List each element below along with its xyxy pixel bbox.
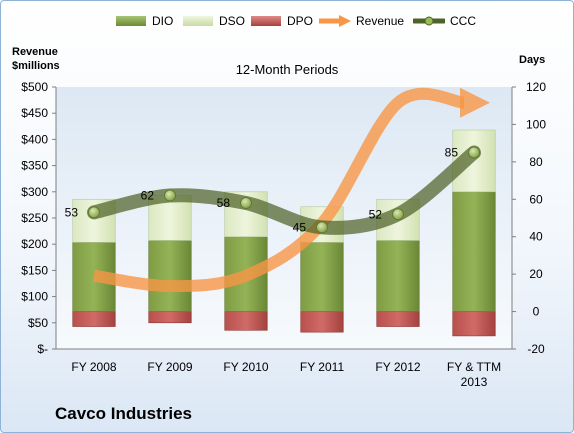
- bar-dpo: [224, 311, 268, 331]
- x-tick-label: FY 2011: [300, 360, 345, 374]
- right-tick-label: 120: [526, 80, 546, 94]
- left-tick-label: $350: [21, 159, 48, 173]
- ccc-line-icon: [413, 16, 445, 26]
- right-axis-title: Days: [519, 54, 546, 66]
- legend-label-dso: DSO: [219, 14, 246, 28]
- right-tick-label: 60: [529, 192, 543, 206]
- left-tick-label: $300: [21, 185, 48, 199]
- ccc-point: [164, 189, 176, 202]
- ccc-data-label: 52: [369, 207, 383, 221]
- legend-item-revenue: Revenue: [318, 10, 404, 32]
- x-tick-label: 2013: [461, 375, 488, 389]
- left-tick-label: $100: [21, 290, 48, 304]
- bar-dpo: [148, 311, 192, 324]
- revenue-line: [93, 87, 465, 293]
- right-tick-label: 40: [529, 230, 543, 244]
- bar-dio: [148, 240, 192, 312]
- right-tick-label: 20: [529, 267, 543, 281]
- left-tick-label: $150: [21, 263, 48, 277]
- legend-label-revenue: Revenue: [356, 14, 405, 28]
- revenue-arrowhead: [460, 87, 490, 118]
- right-tick-label: -20: [527, 342, 545, 356]
- bar-dpo: [300, 311, 344, 333]
- legend-label-ccc: CCC: [450, 14, 476, 28]
- ccc-data-label: 45: [293, 220, 307, 234]
- x-tick-label: FY 2008: [71, 360, 116, 374]
- right-tick-label: 0: [533, 305, 540, 319]
- legend: DIO DSO DPO Revenue CCC: [0, 10, 574, 32]
- ccc-data-label: 85: [445, 146, 459, 160]
- bar-dio: [376, 240, 420, 312]
- ccc-data-label: 58: [217, 196, 231, 210]
- ccc-data-label: 53: [65, 205, 79, 219]
- left-tick-label: $-: [37, 342, 48, 356]
- ccc-data-label: 62: [141, 189, 155, 203]
- legend-item-dso: DSO: [183, 10, 245, 32]
- dpo-swatch-icon: [251, 16, 281, 26]
- bar-dio: [452, 191, 496, 312]
- left-tick-label: $450: [21, 106, 48, 120]
- ccc-point: [240, 197, 252, 210]
- legend-label-dpo: DPO: [287, 14, 314, 28]
- left-tick-label: $400: [21, 132, 48, 146]
- x-tick-label: FY 2012: [375, 360, 420, 374]
- right-tick-label: 100: [526, 117, 546, 131]
- left-tick-label: $200: [21, 237, 48, 251]
- legend-item-ccc: CCC: [413, 10, 476, 32]
- dso-swatch-icon: [183, 16, 213, 26]
- left-axis-title-line1: Revenue: [12, 46, 58, 58]
- bar-dio: [300, 242, 344, 312]
- bar-dpo: [376, 311, 420, 327]
- legend-label-dio: DIO: [152, 14, 174, 28]
- ccc-point: [468, 146, 480, 159]
- legend-item-dpo: DPO: [251, 10, 313, 32]
- ccc-point: [88, 206, 100, 219]
- left-tick-label: $250: [21, 211, 48, 225]
- legend-item-dio: DIO: [116, 10, 173, 32]
- x-tick-label: FY 2010: [223, 360, 268, 374]
- ccc-point: [392, 208, 404, 221]
- chart-subtitle: 12-Month Periods: [235, 62, 339, 77]
- company-name: Cavco Industries: [55, 404, 192, 423]
- bar-dpo: [72, 311, 116, 327]
- left-axis-title-line2: $millions: [12, 60, 60, 72]
- left-tick-label: $500: [21, 80, 48, 94]
- left-tick-label: $50: [28, 316, 48, 330]
- x-tick-label: FY & TTM: [447, 360, 501, 374]
- ccc-point: [316, 221, 328, 234]
- bar-dpo: [452, 311, 496, 337]
- x-tick-label: FY 2009: [147, 360, 192, 374]
- revenue-arrow-icon: [319, 15, 351, 27]
- right-tick-label: 80: [529, 155, 543, 169]
- dio-swatch-icon: [116, 16, 146, 26]
